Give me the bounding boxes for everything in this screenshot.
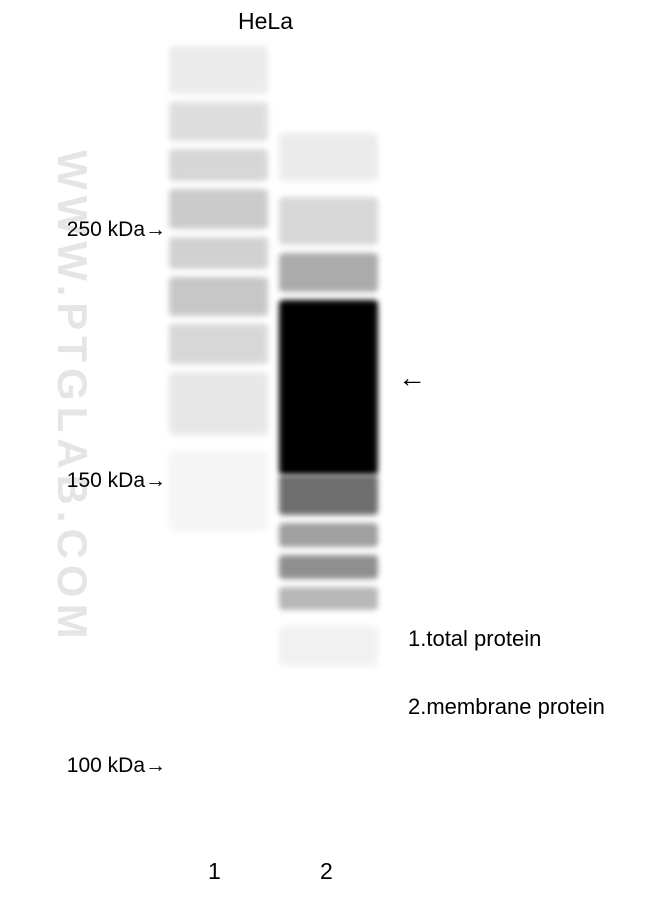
blot-band — [169, 324, 268, 364]
blot-band — [169, 189, 268, 229]
lane-2 — [273, 38, 383, 833]
mw-marker-250: 250 kDa→ — [32, 218, 164, 242]
mw-marker-100: 100 kDa→ — [32, 754, 164, 778]
blot-band — [169, 102, 268, 142]
blot-band — [279, 133, 378, 181]
blot-band — [169, 277, 268, 317]
lane-1 — [163, 38, 273, 833]
mw-marker-250-text: 250 kDa — [67, 218, 145, 241]
legend-item-2: 2.membrane protein — [408, 694, 605, 720]
blot-band — [279, 626, 378, 666]
blot-band — [169, 149, 268, 181]
lane-1-number: 1 — [208, 858, 221, 885]
blot-band — [279, 523, 378, 547]
mw-marker-150: 150 kDa→ — [32, 469, 164, 493]
blot-band — [169, 451, 268, 531]
blot-band — [279, 555, 378, 579]
arrow-right-icon: → — [145, 754, 164, 777]
cell-line-label: HeLa — [238, 8, 293, 35]
band-pointer-arrow-icon: ← — [398, 362, 426, 394]
figure-container: WWW.PTGLAB.COM HeLa 250 kDa→ 150 kDa→ 10… — [0, 0, 650, 903]
mw-marker-150-text: 150 kDa — [67, 469, 145, 492]
blot-band — [169, 372, 268, 436]
mw-marker-100-text: 100 kDa — [67, 754, 145, 777]
blot-band — [279, 475, 378, 515]
blot-band — [279, 253, 378, 293]
arrow-right-icon: → — [145, 469, 164, 492]
blot-band — [169, 46, 268, 94]
blot-band — [279, 300, 378, 475]
blot-band — [169, 237, 268, 269]
legend-item-1: 1.total protein — [408, 626, 541, 652]
arrow-right-icon: → — [145, 218, 164, 241]
lane-2-number: 2 — [320, 858, 333, 885]
blot-band — [279, 197, 378, 245]
blot-band — [279, 587, 378, 611]
western-blot — [163, 38, 383, 833]
